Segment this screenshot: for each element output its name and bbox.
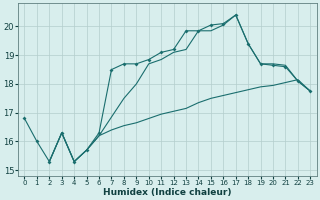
X-axis label: Humidex (Indice chaleur): Humidex (Indice chaleur): [103, 188, 232, 197]
